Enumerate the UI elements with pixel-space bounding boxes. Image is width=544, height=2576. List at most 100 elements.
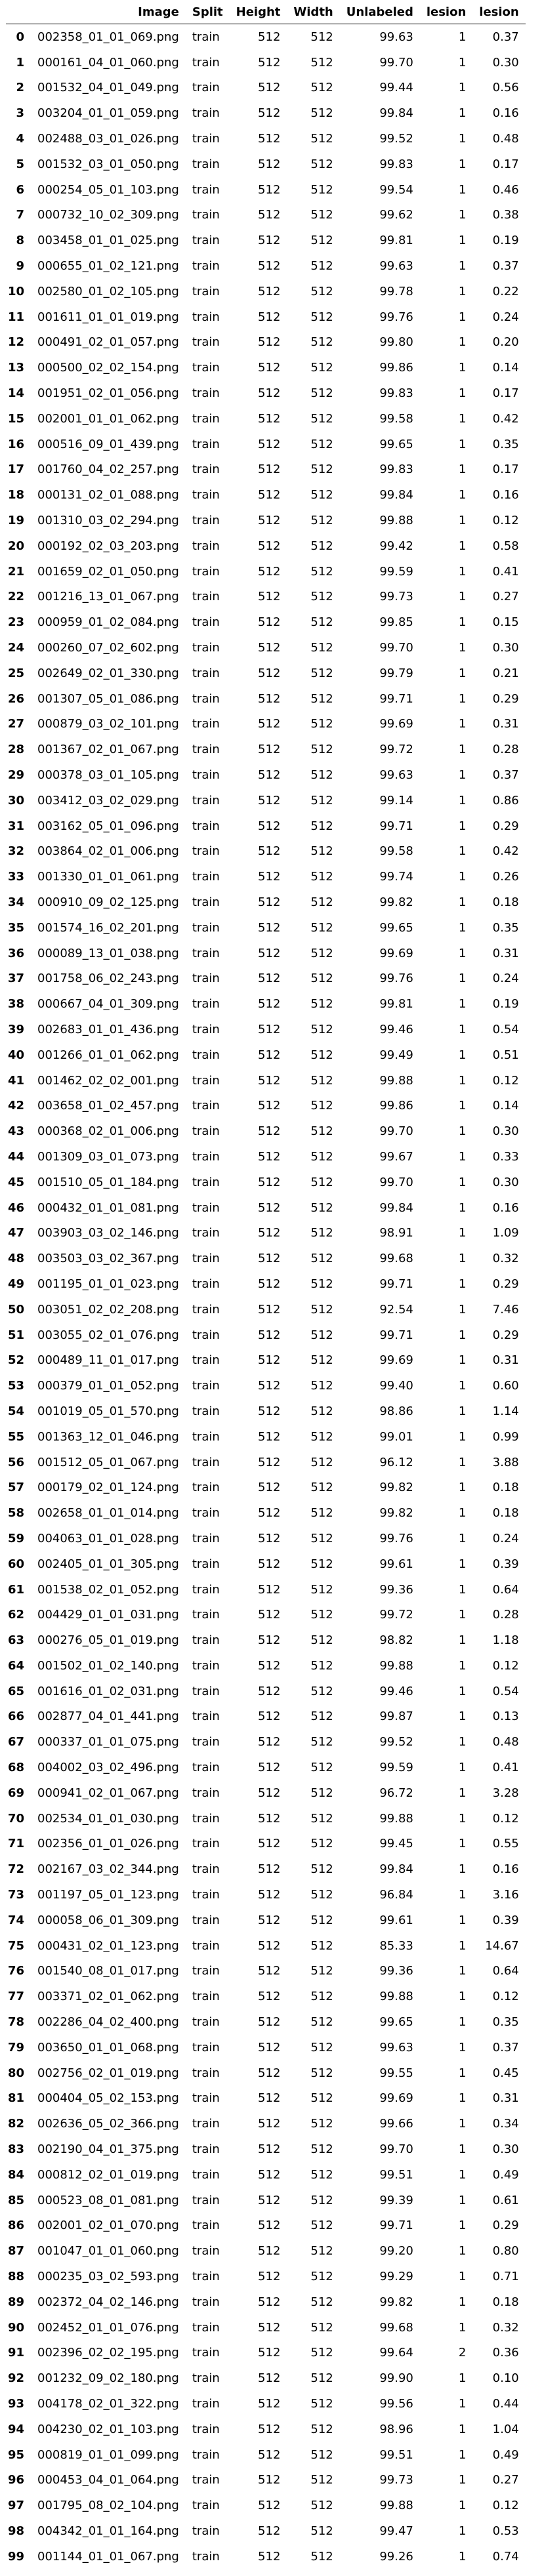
cell-height: 512: [258, 2295, 281, 2309]
table-row: 29 000378_03_01_105.png train 512 512 99.63 1 0…: [6, 762, 526, 788]
cell-lesion-percent: 0.12: [492, 1990, 519, 2004]
cell-lesion-count: 1: [458, 1990, 467, 2004]
table-row: 24 000260_07_02_602.png train 512 512 99.70 1 0…: [6, 635, 526, 661]
row-index: 56: [7, 1455, 24, 1469]
cell-image: 002405_01_01_305.png: [37, 1557, 179, 1571]
cell-unlabeled: 99.68: [379, 2320, 413, 2335]
cell-image: 001216_13_01_067.png: [37, 590, 179, 604]
row-index: 19: [7, 514, 24, 528]
cell-image: 002488_03_01_026.png: [37, 132, 179, 146]
cell-unlabeled: 99.70: [379, 1175, 413, 1189]
cell-lesion-percent: 3.88: [492, 1455, 519, 1469]
cell-lesion-count: 1: [458, 1582, 467, 1597]
cell-lesion-count: 1: [458, 1811, 467, 1826]
cell-image: 000368_02_01_006.png: [37, 1124, 179, 1139]
row-index: 94: [7, 2422, 24, 2436]
table-row: 70 002534_01_01_030.png train 512 512 99.88 1 0…: [6, 1806, 526, 1831]
cell-image: 002286_04_02_400.png: [37, 2015, 179, 2030]
cell-height: 512: [258, 2473, 281, 2487]
row-index: 3: [16, 106, 24, 121]
cell-image: 004342_01_01_164.png: [37, 2524, 179, 2538]
cell-image: 003650_01_01_068.png: [37, 2040, 179, 2055]
cell-height: 512: [258, 946, 281, 960]
cell-image: 003162_05_01_096.png: [37, 819, 179, 833]
row-index: 42: [7, 1099, 24, 1113]
cell-lesion-count: 1: [458, 1837, 467, 1851]
cell-image: 001019_05_01_570.png: [37, 1404, 179, 1418]
cell-lesion-count: 1: [458, 1353, 467, 1368]
cell-split: train: [192, 564, 220, 579]
cell-height: 512: [258, 666, 281, 680]
cell-image: 000523_08_01_081.png: [37, 2193, 179, 2207]
cell-unlabeled: 99.63: [379, 30, 413, 44]
cell-unlabeled: 99.59: [379, 564, 413, 579]
cell-lesion-percent: 0.18: [492, 1506, 519, 1521]
cell-lesion-count: 1: [458, 539, 467, 553]
table-row: 44 001309_03_01_073.png train 512 512 99.67 1 0…: [6, 1144, 526, 1170]
cell-width: 512: [310, 1379, 333, 1393]
cell-lesion-percent: 0.13: [492, 1709, 519, 1724]
cell-lesion-percent: 0.30: [492, 2142, 519, 2157]
cell-image: 004230_02_01_103.png: [37, 2422, 179, 2436]
table-row: 62 004429_01_01_031.png train 512 512 99.72 1 0…: [6, 1602, 526, 1627]
table-row: 96 000453_04_01_064.png train 512 512 99.73 1 0…: [6, 2468, 526, 2493]
cell-unlabeled: 99.74: [379, 870, 413, 884]
cell-unlabeled: 99.82: [379, 1506, 413, 1521]
cell-image: 001309_03_01_073.png: [37, 1149, 179, 1164]
table-row: 93 004178_02_01_322.png train 512 512 99.56 1 0…: [6, 2391, 526, 2417]
row-index: 49: [7, 1277, 24, 1291]
row-index: 79: [7, 2040, 24, 2055]
cell-split: train: [192, 361, 220, 375]
cell-split: train: [192, 2117, 220, 2131]
row-index: 25: [7, 666, 24, 680]
cell-image: 003864_02_01_006.png: [37, 844, 179, 859]
row-index: 60: [7, 1557, 24, 1571]
cell-lesion-percent: 0.71: [492, 2270, 519, 2284]
cell-width: 512: [310, 590, 333, 604]
cell-unlabeled: 99.42: [379, 539, 413, 553]
cell-width: 512: [310, 768, 333, 782]
cell-width: 512: [310, 335, 333, 350]
row-index: 97: [7, 2499, 24, 2513]
cell-unlabeled: 99.70: [379, 2142, 413, 2157]
cell-width: 512: [310, 1684, 333, 1698]
cell-lesion-percent: 0.48: [492, 132, 519, 146]
cell-lesion-count: 1: [458, 1404, 467, 1418]
cell-lesion-count: 1: [458, 1124, 467, 1139]
cell-height: 512: [258, 590, 281, 604]
cell-split: train: [192, 971, 220, 986]
cell-unlabeled: 99.69: [379, 2091, 413, 2106]
cell-width: 512: [310, 819, 333, 833]
cell-split: train: [192, 1124, 220, 1139]
cell-split: train: [192, 2346, 220, 2360]
cell-height: 512: [258, 1481, 281, 1495]
table-row: 51 003055_02_01_076.png train 512 512 99.71 1 0…: [6, 1322, 526, 1348]
row-index: 29: [7, 768, 24, 782]
cell-split: train: [192, 1506, 220, 1521]
cell-image: 000491_02_01_057.png: [37, 335, 179, 350]
cell-unlabeled: 99.61: [379, 1557, 413, 1571]
cell-lesion-percent: 0.31: [492, 946, 519, 960]
table-row: 89 002372_04_02_146.png train 512 512 99.82 1 0…: [6, 2289, 526, 2315]
cell-split: train: [192, 1531, 220, 1545]
cell-split: train: [192, 844, 220, 859]
cell-lesion-count: 1: [458, 1379, 467, 1393]
cell-width: 512: [310, 1099, 333, 1113]
table-row: 23 000959_01_02_084.png train 512 512 99.85 1 0…: [6, 609, 526, 635]
cell-lesion-percent: 0.19: [492, 997, 519, 1012]
cell-split: train: [192, 2091, 220, 2106]
cell-image: 001512_05_01_067.png: [37, 1455, 179, 1469]
cell-width: 512: [310, 2397, 333, 2411]
cell-width: 512: [310, 1913, 333, 1927]
table-row: 17 001760_04_02_257.png train 512 512 99.83 1 0…: [6, 457, 526, 483]
cell-width: 512: [310, 1938, 333, 1953]
cell-lesion-percent: 0.18: [492, 1481, 519, 1495]
table-row: 36 000089_13_01_038.png train 512 512 99.69 1 0…: [6, 941, 526, 966]
cell-height: 512: [258, 2244, 281, 2259]
cell-height: 512: [258, 1226, 281, 1240]
cell-split: train: [192, 920, 220, 935]
cell-height: 512: [258, 335, 281, 350]
cell-unlabeled: 99.52: [379, 132, 413, 146]
cell-lesion-count: 1: [458, 157, 467, 171]
cell-height: 512: [258, 208, 281, 222]
